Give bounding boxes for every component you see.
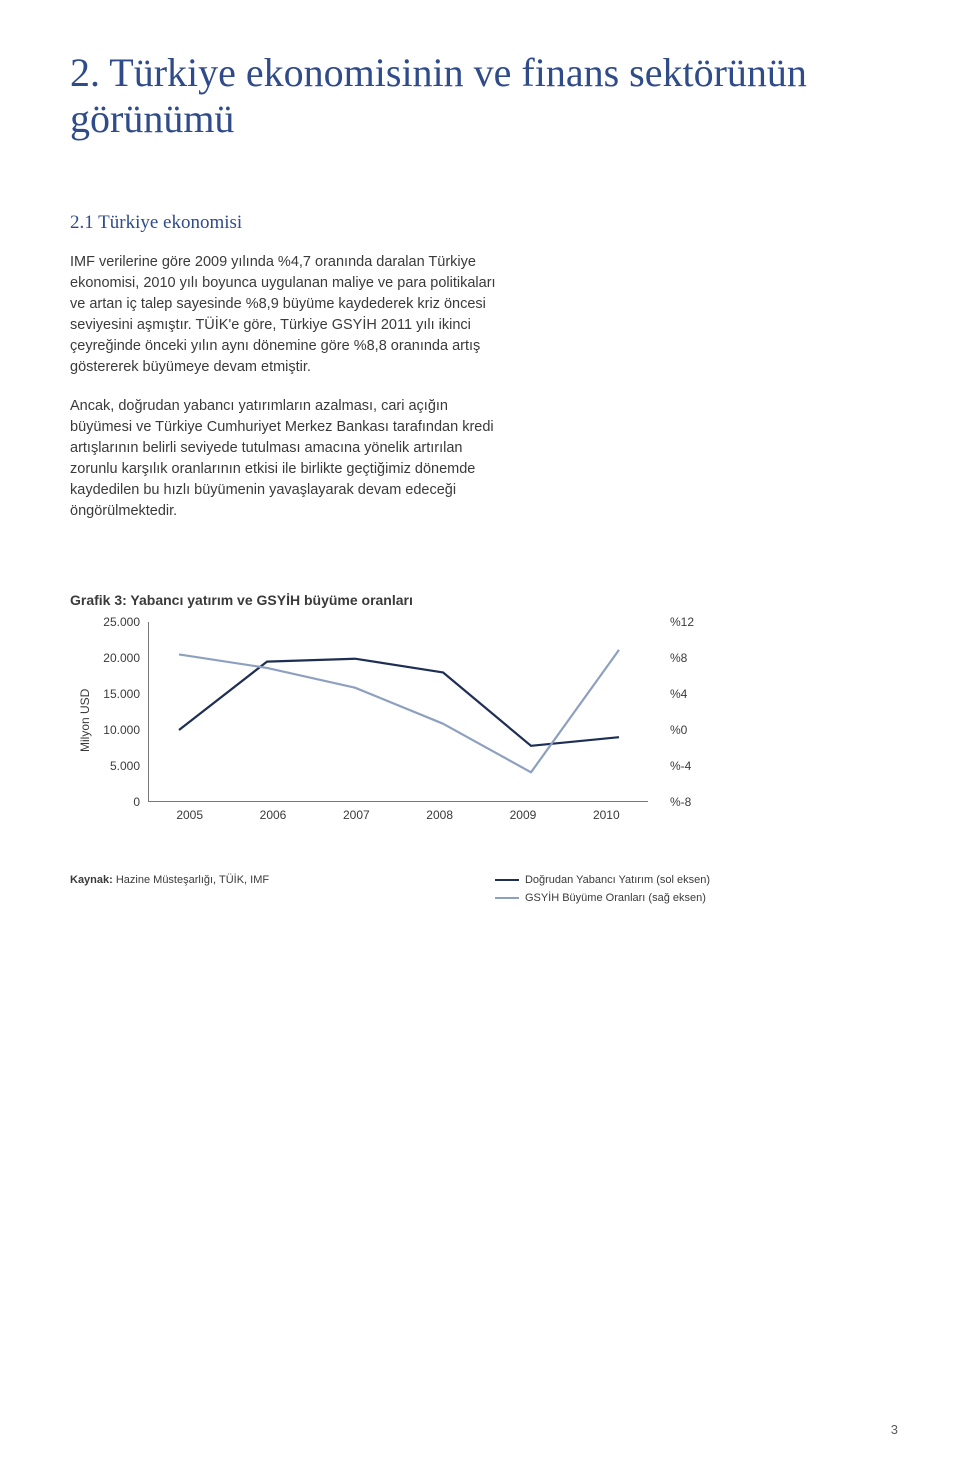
chart-legend: Kaynak: Hazine Müsteşarlığı, TÜİK, IMF D… <box>70 874 710 910</box>
page-title: 2. Türkiye ekonomisinin ve finans sektör… <box>70 50 890 142</box>
chart-series-line <box>179 650 619 772</box>
y-right-tick: %8 <box>670 651 710 665</box>
x-tick: 2007 <box>315 808 398 822</box>
y-left-tick: 25.000 <box>92 615 140 629</box>
y-left-tick: 10.000 <box>92 723 140 737</box>
x-tick: 2006 <box>231 808 314 822</box>
y-left-axis-label: Milyon USD <box>78 689 92 752</box>
x-tick: 2005 <box>148 808 231 822</box>
plot-area <box>148 622 648 802</box>
x-tick: 2010 <box>565 808 648 822</box>
page-number: 3 <box>891 1422 898 1437</box>
body-paragraph-2: Ancak, doğrudan yabancı yatırımların aza… <box>70 396 500 522</box>
legend-line-icon <box>495 897 519 899</box>
y-right-tick: %-4 <box>670 759 710 773</box>
x-tick: 2008 <box>398 808 481 822</box>
legend-item: GSYİH Büyüme Oranları (sağ eksen) <box>495 892 710 904</box>
y-left-tick: 20.000 <box>92 651 140 665</box>
y-right-ticks: %-8%-4%0%4%8%12 <box>670 622 710 802</box>
y-right-tick: %0 <box>670 723 710 737</box>
y-right-tick: %-8 <box>670 795 710 809</box>
body-paragraph-1: IMF verilerine göre 2009 yılında %4,7 or… <box>70 252 500 378</box>
x-ticks: 200520062007200820092010 <box>148 808 648 822</box>
legend-item: Doğrudan Yabancı Yatırım (sol eksen) <box>495 874 710 886</box>
y-right-tick: %12 <box>670 615 710 629</box>
chart-plot: Milyon USD 05.00010.00015.00020.00025.00… <box>70 622 710 842</box>
y-left-tick: 5.000 <box>92 759 140 773</box>
chart-title: Grafik 3: Yabancı yatırım ve GSYİH büyüm… <box>70 592 710 608</box>
legend-line-icon <box>495 879 519 881</box>
y-left-tick: 15.000 <box>92 687 140 701</box>
chart-container: Grafik 3: Yabancı yatırım ve GSYİH büyüm… <box>70 592 710 910</box>
chart-source-text: Hazine Müsteşarlığı, TÜİK, IMF <box>113 874 269 886</box>
y-left-tick: 0 <box>92 795 140 809</box>
legend-label: GSYİH Büyüme Oranları (sağ eksen) <box>525 892 706 904</box>
section-heading: 2.1 Türkiye ekonomisi <box>70 212 500 234</box>
y-right-tick: %4 <box>670 687 710 701</box>
x-tick: 2009 <box>481 808 564 822</box>
chart-source-label: Kaynak: <box>70 874 113 886</box>
chart-series-line <box>179 659 619 746</box>
legend-label: Doğrudan Yabancı Yatırım (sol eksen) <box>525 874 710 886</box>
y-left-ticks: 05.00010.00015.00020.00025.000 <box>92 622 140 802</box>
